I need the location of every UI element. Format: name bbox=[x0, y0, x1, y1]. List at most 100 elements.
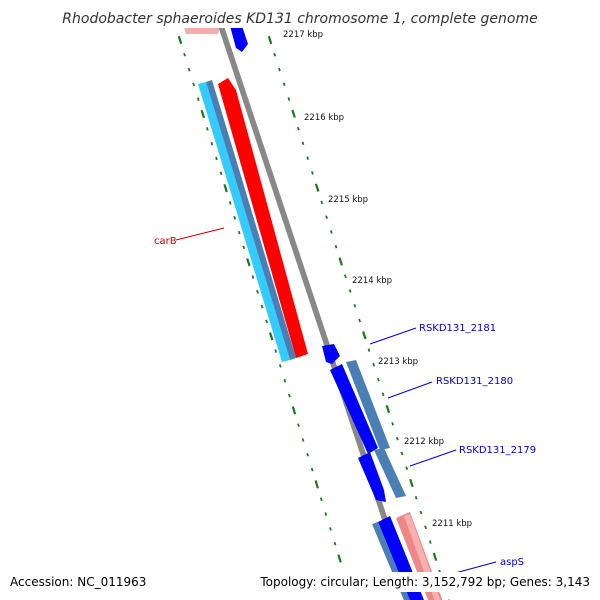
outer-tick bbox=[432, 552, 438, 561]
outer-tick bbox=[325, 215, 328, 219]
outer-tick bbox=[273, 52, 277, 57]
outer-tick bbox=[400, 451, 404, 456]
inner-tick bbox=[329, 527, 332, 531]
inner-tick bbox=[283, 378, 287, 383]
gene-label-RSKD131_2180[interactable]: RSKD131_2180 bbox=[436, 376, 513, 387]
carB-gene[interactable] bbox=[218, 78, 308, 358]
carB-cds-light[interactable] bbox=[198, 82, 290, 362]
outer-tick bbox=[367, 348, 371, 352]
inner-tick bbox=[337, 554, 342, 563]
inner-tick bbox=[246, 258, 251, 267]
scale-label-2216-kbp: 2216 kbp bbox=[304, 113, 344, 123]
map-title: Rhodobacter sphaeroides KD131 chromosome… bbox=[62, 11, 537, 27]
inner-tick bbox=[301, 438, 305, 442]
inner-tick bbox=[333, 541, 337, 546]
outer-tick bbox=[381, 392, 385, 397]
inner-tick bbox=[291, 406, 297, 415]
inner-tick bbox=[251, 275, 255, 279]
footer-left-background bbox=[6, 572, 146, 592]
inner-tick bbox=[223, 183, 228, 193]
inner-tick bbox=[228, 201, 232, 205]
RSKD131_2181-leader bbox=[369, 327, 417, 345]
scale-label-2215-kbp: 2215 kbp bbox=[328, 195, 368, 205]
gene-label-carB[interactable]: carB bbox=[154, 236, 177, 247]
outer-tick bbox=[334, 244, 338, 249]
inner-tick bbox=[260, 304, 264, 309]
inner-tick bbox=[268, 332, 274, 341]
inner-tick bbox=[233, 215, 237, 220]
outer-tick bbox=[344, 274, 347, 279]
scale-label-2212-kbp: 2212 kbp bbox=[404, 437, 444, 447]
inner-tick bbox=[215, 156, 218, 161]
gene-RSKD131_2181[interactable] bbox=[322, 344, 340, 364]
outer-tick bbox=[338, 257, 343, 266]
outer-tick bbox=[291, 109, 296, 118]
RSKD131_2180-leader bbox=[387, 381, 433, 399]
inner-tick bbox=[265, 319, 268, 324]
outer-tick bbox=[424, 525, 427, 530]
gene-RSKD131_2180[interactable] bbox=[330, 364, 378, 454]
outer-tick bbox=[385, 404, 391, 414]
outer-tick bbox=[358, 318, 361, 323]
gene-label-aspS[interactable]: aspS bbox=[500, 557, 524, 568]
inner-tick bbox=[196, 97, 200, 102]
outer-tick bbox=[353, 304, 357, 308]
top-reverse-gene[interactable] bbox=[230, 26, 248, 52]
inner-tick bbox=[187, 67, 191, 72]
gene-label-RSKD131_2179[interactable]: RSKD131_2179 bbox=[459, 445, 536, 456]
outer-tick bbox=[329, 230, 333, 234]
inner-tick bbox=[177, 35, 183, 45]
outer-tick bbox=[405, 466, 409, 470]
scale-label-2213-kbp: 2213 kbp bbox=[378, 357, 418, 367]
gene-RSKD131_2180-cds[interactable] bbox=[346, 360, 390, 450]
outer-tick bbox=[306, 156, 310, 160]
outer-tick bbox=[348, 289, 352, 293]
gene-label-RSKD131_2181[interactable]: RSKD131_2181 bbox=[419, 323, 496, 334]
outer-tick bbox=[282, 82, 286, 87]
inner-tick bbox=[288, 393, 291, 398]
inner-tick-track bbox=[177, 35, 342, 563]
inner-tick bbox=[192, 82, 195, 87]
inner-tick bbox=[210, 141, 214, 146]
genome-summary-text: Topology: circular; Length: 3,152,792 bp… bbox=[259, 575, 590, 589]
outer-tick bbox=[391, 422, 394, 426]
outer-tick bbox=[428, 540, 432, 544]
inner-tick bbox=[310, 467, 314, 472]
inner-tick bbox=[237, 230, 241, 235]
outer-tick bbox=[278, 67, 281, 72]
carB-cds-mid[interactable] bbox=[206, 80, 296, 360]
inner-tick bbox=[278, 364, 282, 368]
inner-tick bbox=[183, 53, 186, 57]
outer-tick bbox=[362, 331, 367, 340]
inner-tick bbox=[256, 290, 259, 294]
outer-tick bbox=[372, 363, 376, 367]
inner-tick bbox=[200, 109, 206, 119]
outer-tick bbox=[296, 126, 300, 131]
carB-leader bbox=[175, 227, 225, 241]
scale-label-2214-kbp: 2214 kbp bbox=[352, 276, 392, 286]
scale-labels: 2217 kbp 2216 kbp 2215 kbp 2214 kbp 2213 kbp… bbox=[283, 30, 472, 529]
inner-tick bbox=[274, 349, 278, 353]
genome-backbone bbox=[218, 28, 415, 600]
outer-tick bbox=[311, 171, 314, 175]
outer-tick bbox=[409, 478, 414, 488]
inner-tick bbox=[314, 480, 319, 489]
outer-tick bbox=[267, 35, 273, 45]
outer-tick bbox=[301, 141, 305, 146]
outer-tick bbox=[377, 377, 380, 382]
scale-label-2217-kbp: 2217 kbp bbox=[283, 30, 323, 40]
gene-RSKD131_2179-cds[interactable] bbox=[374, 448, 406, 498]
outer-tick bbox=[287, 97, 291, 101]
scale-label-2211-kbp: 2211 kbp bbox=[432, 519, 472, 529]
inner-tick bbox=[324, 512, 328, 516]
inner-tick bbox=[297, 423, 300, 427]
outer-tick bbox=[314, 183, 320, 192]
top-forward-gene-fragment[interactable] bbox=[182, 20, 222, 34]
gene-RSKD131_2179[interactable] bbox=[358, 452, 386, 502]
inner-tick bbox=[319, 497, 323, 502]
inner-tick bbox=[306, 453, 309, 457]
outer-tick bbox=[414, 495, 418, 500]
accession-text: Accession: NC_011963 bbox=[10, 575, 146, 589]
outer-tick bbox=[320, 200, 324, 205]
